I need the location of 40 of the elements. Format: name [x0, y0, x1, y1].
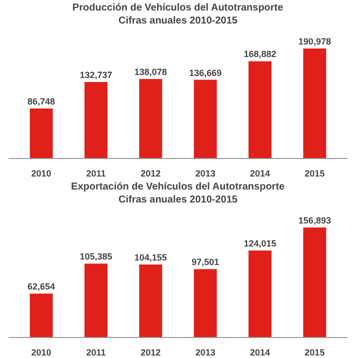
data-label: 132,737	[80, 70, 112, 80]
x-tick-label: 2014	[250, 348, 270, 358]
bar	[84, 264, 108, 338]
chart-title: Producción de Vehículos del Autotransporte	[72, 2, 284, 14]
data-label: 62,654	[28, 282, 56, 292]
bar	[84, 82, 108, 158]
data-label: 86,748	[28, 96, 56, 107]
bar	[303, 228, 326, 338]
chart-title: Exportación de Vehículos del Autotransporte	[71, 182, 286, 192]
x-tick-label: 2013	[195, 168, 216, 178]
bar	[30, 294, 53, 338]
chart-subtitle: Cifras anuales 2010-2015	[118, 194, 238, 206]
x-tick-label: 2011	[86, 348, 106, 358]
bar	[194, 80, 217, 158]
x-tick-label: 2013	[195, 348, 216, 358]
bar	[139, 264, 162, 338]
bar	[139, 78, 162, 158]
data-label: 156,893	[298, 216, 331, 226]
data-label: 124,015	[244, 238, 276, 249]
data-label: 105,385	[80, 252, 112, 262]
x-tick-label: 2015	[304, 168, 325, 178]
data-label: 104,155	[134, 252, 167, 262]
chart-subtitle: Cifras anuales 2010-2015	[118, 16, 238, 26]
x-tick-label: 2014	[250, 168, 270, 178]
bar	[30, 108, 53, 158]
x-tick-label: 2010	[31, 348, 52, 358]
bar	[303, 48, 326, 158]
x-tick-label: 2012	[140, 168, 161, 178]
x-tick-label: 2010	[31, 168, 52, 178]
bar	[194, 269, 217, 338]
bar	[248, 61, 272, 158]
data-label: 168,882	[244, 49, 276, 60]
data-label: 138,078	[134, 66, 167, 77]
x-tick-label: 2015	[304, 348, 325, 358]
bar	[248, 250, 272, 338]
data-label: 97,501	[192, 257, 220, 268]
data-label: 190,978	[298, 36, 331, 46]
data-label: 136,669	[189, 68, 222, 78]
x-tick-label: 2011	[86, 168, 106, 178]
x-tick-label: 2012	[140, 348, 161, 358]
